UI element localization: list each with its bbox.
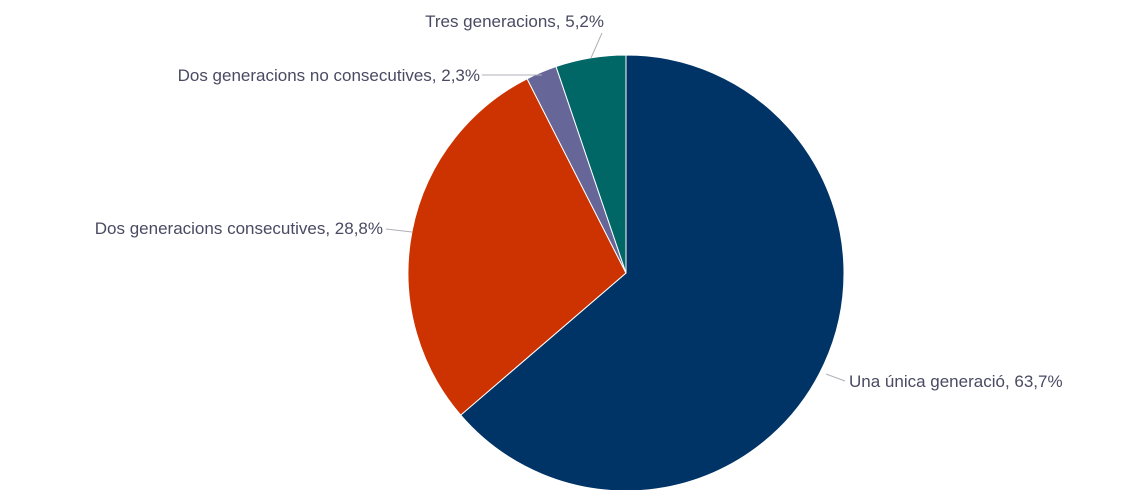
- pie-slices: [407, 54, 845, 490]
- leader-line-2: [385, 228, 413, 233]
- leader-line-4: [590, 32, 603, 59]
- slice-label-2: Dos generacions consecutives, 28,8%: [95, 219, 383, 238]
- leader-lines: [385, 32, 846, 382]
- leader-line-1: [825, 373, 846, 382]
- slice-label-3: Dos generacions no consecutives, 2,3%: [178, 66, 480, 85]
- slice-label-1: Una única generació, 63,7%: [849, 372, 1063, 391]
- pie-slice-1: [459, 54, 845, 490]
- slice-labels: Una única generació, 63,7% Dos generacion…: [95, 12, 1063, 391]
- slice-label-4: Tres generacions, 5,2%: [425, 12, 604, 31]
- pie-slice-4: [555, 54, 627, 274]
- pie-slice-2: [407, 78, 627, 416]
